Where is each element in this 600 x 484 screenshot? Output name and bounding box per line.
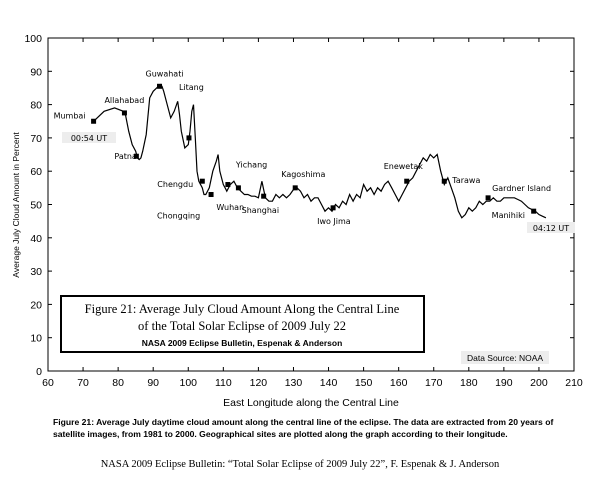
site-label: Chengdu bbox=[157, 180, 193, 189]
site-marker bbox=[208, 192, 214, 198]
site-label: Kagoshima bbox=[281, 170, 325, 179]
start-time-text: 00:54 UT bbox=[71, 134, 107, 143]
site-label: Enewetak bbox=[384, 162, 424, 171]
x-tick-label: 80 bbox=[112, 377, 124, 389]
x-tick-label: 60 bbox=[42, 377, 54, 389]
site-marker bbox=[91, 118, 97, 124]
data-source-text: Data Source: NOAA bbox=[467, 353, 543, 363]
site-label: Shanghai bbox=[242, 206, 279, 215]
x-tick-label: 130 bbox=[285, 377, 303, 389]
figure-caption: Figure 21: Average July daytime cloud am… bbox=[53, 417, 554, 439]
x-tick-label: 190 bbox=[495, 377, 513, 389]
x-tick-label: 210 bbox=[565, 377, 583, 389]
inset-title-box: Figure 21: Average July Cloud Amount Alo… bbox=[60, 295, 425, 353]
data-source-label: Data Source: NOAA bbox=[461, 351, 549, 364]
site-label: Chongqing bbox=[157, 212, 200, 221]
site-label: Iwo Jima bbox=[317, 217, 351, 226]
x-tick-label: 70 bbox=[77, 377, 89, 389]
site-label: Tarawa bbox=[451, 176, 480, 185]
y-tick-label: 80 bbox=[30, 100, 42, 112]
y-tick-label: 100 bbox=[24, 33, 42, 45]
site-markers bbox=[91, 83, 537, 214]
site-marker bbox=[531, 208, 537, 214]
site-label: Yichang bbox=[235, 161, 267, 170]
x-tick-label: 90 bbox=[147, 377, 159, 389]
site-label: Litang bbox=[179, 83, 204, 92]
start-time-label: 00:54 UT bbox=[62, 132, 116, 143]
y-tick-label: 90 bbox=[30, 66, 42, 78]
page-footer: NASA 2009 Eclipse Bulletin: “Total Solar… bbox=[100, 459, 500, 470]
y-tick-label: 70 bbox=[30, 133, 42, 145]
y-tick-label: 10 bbox=[30, 333, 42, 345]
site-label: Patna bbox=[114, 152, 137, 161]
site-marker bbox=[133, 153, 139, 159]
x-tick-label: 170 bbox=[425, 377, 443, 389]
site-marker bbox=[441, 178, 447, 184]
site-label: Allahabad bbox=[104, 96, 144, 105]
x-tick-label: 140 bbox=[320, 377, 338, 389]
end-time-text: 04:12 UT bbox=[533, 224, 569, 233]
x-axis-ticks: 60 70 80 90 100 110 120 130 140 150 160 170 180 190 20… bbox=[42, 38, 583, 389]
site-marker bbox=[292, 185, 298, 191]
x-tick-label: 100 bbox=[180, 377, 198, 389]
site-label: Mumbai bbox=[54, 111, 86, 120]
y-tick-label: 30 bbox=[30, 266, 42, 278]
site-marker bbox=[186, 135, 192, 141]
x-tick-label: 180 bbox=[460, 377, 478, 389]
site-marker bbox=[199, 178, 205, 184]
y-axis-ticks: 0 10 20 30 40 50 60 70 80 90 100 bbox=[24, 33, 574, 378]
y-tick-label: 0 bbox=[36, 366, 42, 378]
x-tick-label: 200 bbox=[530, 377, 548, 389]
x-tick-label: 120 bbox=[250, 377, 268, 389]
site-marker bbox=[404, 178, 410, 184]
site-marker bbox=[261, 193, 267, 199]
y-tick-label: 60 bbox=[30, 166, 42, 178]
inset-title-line-1: Figure 21: Average July Cloud Amount Alo… bbox=[85, 302, 400, 316]
inset-title-line-2: of the Total Solar Eclipse of 2009 July … bbox=[138, 319, 346, 333]
site-label: Guwahati bbox=[146, 69, 184, 78]
site-marker bbox=[235, 185, 241, 191]
site-marker bbox=[225, 182, 231, 188]
x-tick-label: 110 bbox=[215, 377, 232, 389]
site-label: Manihiki bbox=[492, 211, 525, 220]
site-marker bbox=[330, 205, 336, 211]
end-time-label: 04:12 UT bbox=[527, 222, 575, 233]
y-axis-label: Average July Cloud Amount in Percent bbox=[11, 132, 21, 278]
cloud-amount-line bbox=[93, 83, 547, 219]
site-label: Gardner Island bbox=[492, 184, 551, 193]
x-axis-label: East Longitude along the Central Line bbox=[223, 397, 399, 409]
site-labels: Mumbai Allahabad Patna Guwahati Litang Chengd… bbox=[54, 69, 551, 226]
inset-subtitle: NASA 2009 Eclipse Bulletin, Espenak & An… bbox=[142, 338, 343, 348]
site-label: Wuhan bbox=[216, 203, 244, 212]
y-tick-label: 40 bbox=[30, 233, 42, 245]
site-marker bbox=[157, 83, 163, 89]
y-tick-label: 20 bbox=[30, 299, 42, 311]
x-tick-label: 160 bbox=[390, 377, 408, 389]
site-marker bbox=[121, 110, 127, 116]
y-tick-label: 50 bbox=[30, 200, 42, 212]
site-marker bbox=[485, 195, 491, 201]
x-tick-label: 150 bbox=[355, 377, 373, 389]
